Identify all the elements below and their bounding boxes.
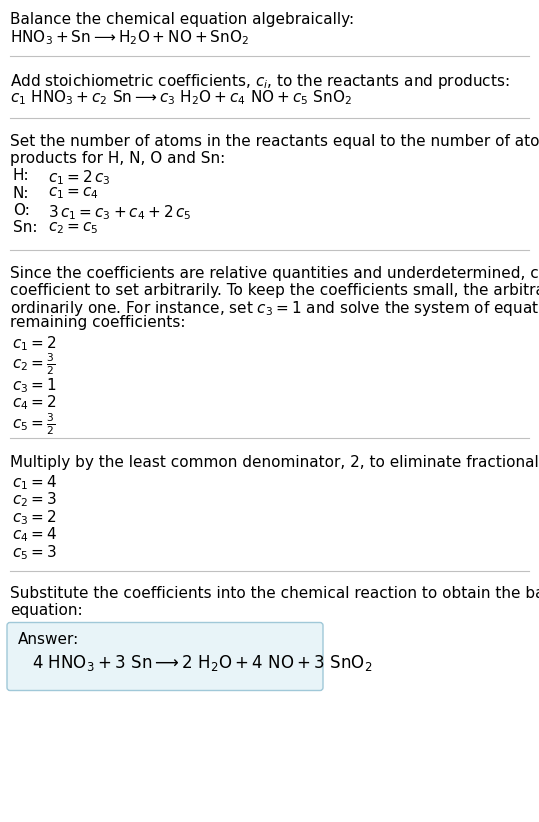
Text: Since the coefficients are relative quantities and underdetermined, choose a: Since the coefficients are relative quan… xyxy=(10,266,539,281)
Text: $c_2 = 3$: $c_2 = 3$ xyxy=(12,491,57,509)
Text: Sn:: Sn: xyxy=(13,220,38,235)
Text: Add stoichiometric coefficients, $c_i$, to the reactants and products:: Add stoichiometric coefficients, $c_i$, … xyxy=(10,72,509,91)
Text: $c_1\ \mathrm{HNO_3} + c_2\ \mathrm{Sn} \longrightarrow c_3\ \mathrm{H_2O} + c_4: $c_1\ \mathrm{HNO_3} + c_2\ \mathrm{Sn} … xyxy=(10,89,352,107)
Text: Answer:: Answer: xyxy=(18,631,79,646)
Text: Substitute the coefficients into the chemical reaction to obtain the balanced: Substitute the coefficients into the che… xyxy=(10,587,539,602)
FancyBboxPatch shape xyxy=(7,622,323,690)
Text: O:: O: xyxy=(13,203,30,218)
Text: $\mathrm{HNO_3} + \mathrm{Sn} \longrightarrow \mathrm{H_2O} + \mathrm{NO} + \mat: $\mathrm{HNO_3} + \mathrm{Sn} \longright… xyxy=(10,29,249,47)
Text: $c_5 = \frac{3}{2}$: $c_5 = \frac{3}{2}$ xyxy=(12,411,55,436)
Text: $4\ \mathrm{HNO_3} + 3\ \mathrm{Sn} \longrightarrow 2\ \mathrm{H_2O} + 4\ \mathr: $4\ \mathrm{HNO_3} + 3\ \mathrm{Sn} \lon… xyxy=(32,653,372,672)
Text: $c_4 = 2$: $c_4 = 2$ xyxy=(12,394,57,412)
Text: $c_5 = 3$: $c_5 = 3$ xyxy=(12,543,57,561)
Text: $3\,c_1 = c_3 + c_4 + 2\,c_5$: $3\,c_1 = c_3 + c_4 + 2\,c_5$ xyxy=(48,203,191,222)
Text: $c_1 = 4$: $c_1 = 4$ xyxy=(12,473,57,492)
Text: H:: H: xyxy=(13,168,30,183)
Text: $c_2 = \frac{3}{2}$: $c_2 = \frac{3}{2}$ xyxy=(12,352,55,377)
Text: $c_1 = c_4$: $c_1 = c_4$ xyxy=(48,186,99,201)
Text: remaining coefficients:: remaining coefficients: xyxy=(10,316,185,330)
Text: $c_2 = c_5$: $c_2 = c_5$ xyxy=(48,220,99,236)
Text: ordinarily one. For instance, set $c_3 = 1$ and solve the system of equations fo: ordinarily one. For instance, set $c_3 =… xyxy=(10,299,539,318)
Text: $c_1 = 2\,c_3$: $c_1 = 2\,c_3$ xyxy=(48,168,111,187)
Text: $c_3 = 2$: $c_3 = 2$ xyxy=(12,508,57,527)
Text: coefficient to set arbitrarily. To keep the coefficients small, the arbitrary va: coefficient to set arbitrarily. To keep … xyxy=(10,283,539,298)
Text: Multiply by the least common denominator, 2, to eliminate fractional coefficient: Multiply by the least common denominator… xyxy=(10,455,539,469)
Text: $c_3 = 1$: $c_3 = 1$ xyxy=(12,376,57,395)
Text: Balance the chemical equation algebraically:: Balance the chemical equation algebraica… xyxy=(10,12,354,27)
Text: $c_1 = 2$: $c_1 = 2$ xyxy=(12,334,57,353)
Text: Set the number of atoms in the reactants equal to the number of atoms in the: Set the number of atoms in the reactants… xyxy=(10,134,539,149)
Text: products for H, N, O and Sn:: products for H, N, O and Sn: xyxy=(10,150,225,165)
Text: $c_4 = 4$: $c_4 = 4$ xyxy=(12,525,57,544)
Text: N:: N: xyxy=(13,186,30,201)
Text: equation:: equation: xyxy=(10,603,82,618)
